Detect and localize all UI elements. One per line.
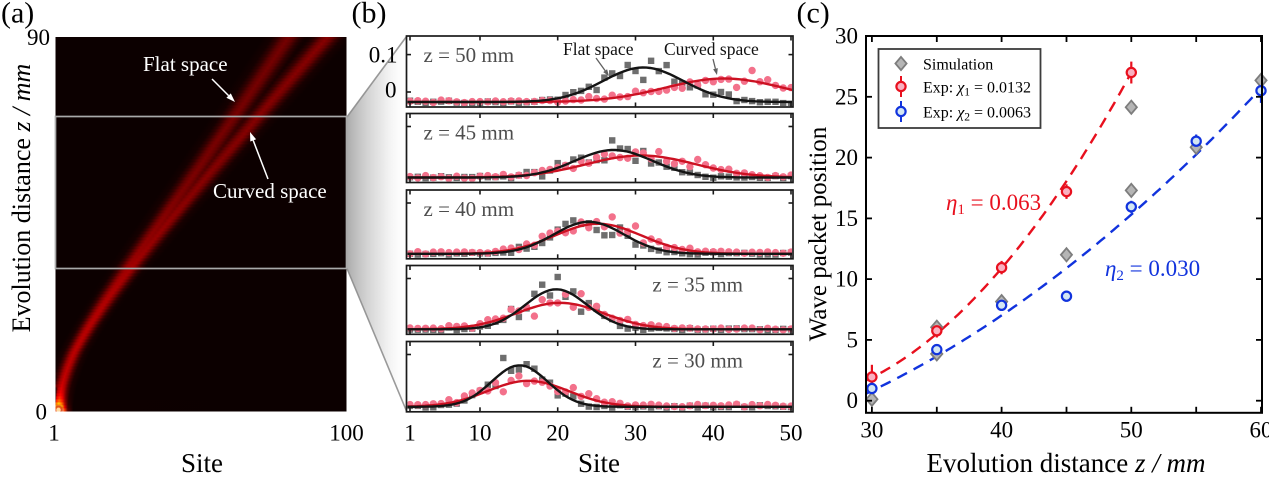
svg-text:0: 0	[385, 77, 397, 102]
svg-text:z = 35 mm: z = 35 mm	[652, 273, 743, 297]
svg-text:z = 40 mm: z = 40 mm	[424, 197, 515, 221]
svg-text:(c): (c)	[797, 0, 830, 30]
svg-text:100: 100	[329, 421, 364, 446]
svg-text:30: 30	[860, 418, 883, 443]
svg-text:5: 5	[847, 327, 859, 352]
svg-text:60: 60	[1250, 418, 1269, 443]
svg-text:0.1: 0.1	[369, 43, 398, 68]
svg-text:Evolution distance z / mm: Evolution distance z / mm	[7, 64, 36, 333]
svg-text:50: 50	[780, 421, 803, 446]
svg-text:30: 30	[624, 421, 647, 446]
svg-text:Flat space: Flat space	[143, 52, 228, 76]
svg-text:Wave packet position: Wave packet position	[805, 126, 832, 341]
svg-text:1: 1	[404, 421, 416, 446]
svg-text:z = 45 mm: z = 45 mm	[424, 121, 515, 145]
svg-text:10: 10	[469, 421, 492, 446]
svg-text:z = 30 mm: z = 30 mm	[652, 349, 743, 373]
svg-text:10: 10	[835, 267, 858, 292]
svg-text:0: 0	[847, 388, 859, 413]
svg-text:25: 25	[835, 84, 858, 109]
svg-text:Site: Site	[578, 448, 620, 478]
svg-text:z = 50 mm: z = 50 mm	[424, 43, 515, 67]
svg-text:40: 40	[990, 418, 1013, 443]
svg-text:15: 15	[835, 206, 858, 231]
svg-text:Site: Site	[181, 448, 223, 478]
svg-text:40: 40	[702, 421, 725, 446]
svg-text:30: 30	[835, 24, 858, 49]
svg-text:Simulation: Simulation	[923, 57, 993, 74]
svg-text:Curved space: Curved space	[664, 39, 759, 59]
svg-text:Evolution distance z / mm: Evolution distance z / mm	[927, 448, 1206, 478]
svg-text:(b): (b)	[352, 0, 387, 30]
svg-text:50: 50	[1120, 418, 1143, 443]
svg-text:Exp: χ2 = 0.0063: Exp: χ2 = 0.0063	[923, 105, 1031, 124]
svg-text:0: 0	[36, 400, 48, 425]
svg-text:20: 20	[546, 421, 569, 446]
svg-text:90: 90	[27, 25, 50, 50]
svg-text:20: 20	[835, 145, 858, 170]
svg-text:Flat space: Flat space	[563, 39, 634, 59]
svg-text:Exp: χ1 = 0.0132: Exp: χ1 = 0.0132	[923, 79, 1031, 98]
svg-text:1: 1	[48, 421, 60, 446]
svg-text:Curved space: Curved space	[213, 179, 327, 203]
